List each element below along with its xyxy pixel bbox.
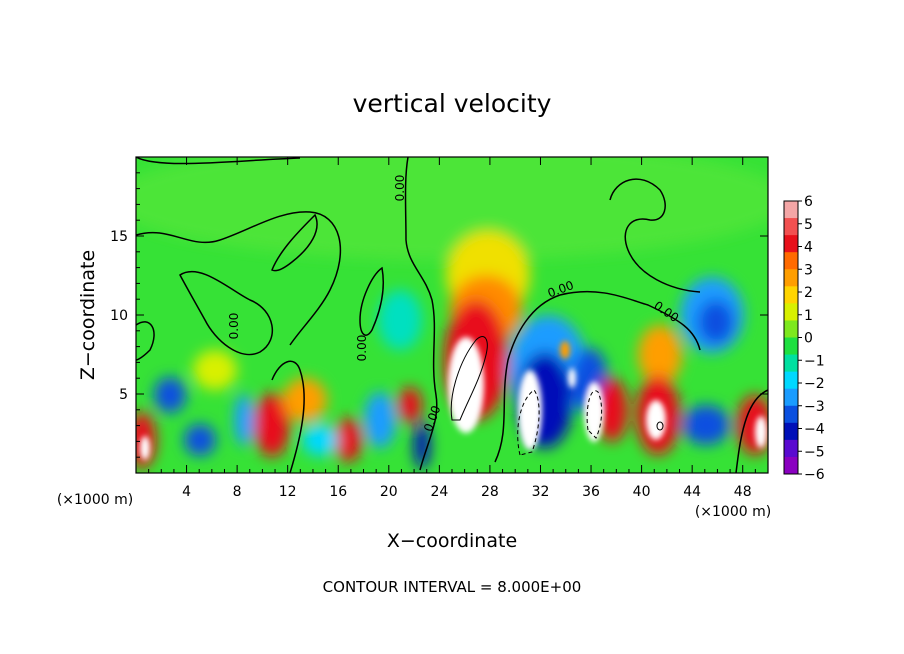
contour-label: 0.00 [355,335,369,362]
updraft-13 [283,378,327,422]
x-unit-right: (×1000 m) [695,504,771,520]
x-tick-label: 16 [329,484,347,500]
field-upper-tint [136,157,768,260]
colorbar-label: 1 [804,308,813,324]
contour-small-40 [656,421,664,431]
contour-zero-upper-left [136,211,342,346]
contour-zero-center-left [404,157,438,471]
updraft-36-white [584,382,604,442]
contour-zero-center-right [494,290,701,463]
x-tick-label: 44 [683,484,701,500]
contour-zero-top-left [136,157,301,165]
x-tick-label: 36 [582,484,600,500]
colorbar-label: 0 [804,331,813,347]
colorbar-swatch [784,405,798,424]
colorbar-swatch [784,337,798,356]
updraft-16 [334,418,362,462]
contour-zero-small-closed [271,213,318,272]
chart-title: vertical velocity [353,89,552,118]
contour-inner [450,336,664,456]
downdraft-18 [364,392,396,448]
colorbar-swatch [784,388,798,407]
colorbar-swatch [784,439,798,458]
downdraft-9 [234,394,254,446]
x-axis-label: X−coordinate [387,530,517,552]
colorbar-label: −2 [804,376,825,392]
x-tick-label: 4 [182,484,191,500]
y-tick-label: 10 [110,308,128,324]
colorbar-label: 2 [804,285,813,301]
colorbar-swatch [784,354,798,373]
weak-up-6 [193,350,237,390]
colorbar-swatch [784,218,798,236]
contour-label: 0.00 [227,313,241,340]
colorbar-swatch [784,201,798,219]
updraft-49-white [755,416,767,448]
y-axis-label: Z−coordinate [77,250,99,380]
colorbar-label: 3 [804,262,813,278]
y-tick-label: 15 [110,229,128,245]
y-tick-label: 5 [119,387,128,403]
colorbar-swatch [784,320,798,338]
updraft-core-white [448,337,484,433]
colorbar-label: −1 [804,353,825,369]
colorbar-label: 4 [804,240,813,256]
downdraft-44-low [682,405,730,445]
colorbar: 6 5 4 3 2 1 0 −1 −2 −3 −4 −5 −6 [783,194,825,483]
contour-zero-low-left [271,360,305,473]
contour-interval: CONTOUR INTERVAL = 8.000E+00 [323,578,582,596]
x-tick-label: 24 [430,484,448,500]
colorbar-swatch [784,422,798,441]
downdraft-45-core [698,300,734,344]
x-tick-label: 48 [734,484,752,500]
contour-zero-left-closed [179,270,274,356]
colorbar-swatch [784,371,798,390]
x-tick-label: 20 [380,484,398,500]
colorbar-swatch [784,252,798,270]
spot-34-white [568,368,576,388]
contour-zero-left-edge [136,321,155,361]
contour-label: 0.00 [393,175,407,202]
contour-downdraft-neg8 [517,389,540,456]
updraft-21 [398,387,422,423]
x-tick-label: 40 [633,484,651,500]
colorbar-swatch [784,235,798,253]
contour-zero-upper-right [609,178,701,293]
spot-33 [560,341,570,359]
y-axis: 5 10 15 [110,172,768,458]
contour-zero-mid-closed [359,266,385,336]
updraft-36 [596,378,628,442]
x-tick-label: 8 [233,484,242,500]
updraft-0-white [140,436,150,460]
x-unit-left: (×1000 m) [57,492,133,508]
downdraft-3 [154,377,186,413]
updraft-40-white [646,400,666,440]
heatmap-field [136,157,768,473]
updraft-40-top [638,325,682,385]
contour-updraft-36 [586,390,603,439]
colorbar-swatch [784,269,798,287]
downdraft-core-white [518,370,542,450]
colorbar-label: −4 [804,422,825,438]
colorbar-label: 6 [804,194,813,210]
colorbar-label: −5 [804,444,825,460]
colorbar-label: 5 [804,217,813,233]
field-cores [140,337,767,460]
x-tick-label: 12 [279,484,297,500]
contour-updraft-8 [450,336,488,421]
x-axis: 4 8 12 16 20 24 28 32 36 40 44 48 [148,157,756,500]
colorbar-swatch [784,303,798,321]
downdraft-5 [184,424,216,456]
colorbar-label: −6 [804,467,825,483]
downdraft-14 [302,424,338,456]
downdraft-21-upper [378,290,422,350]
colorbar-swatch [784,286,798,304]
colorbar-label: −3 [804,399,825,415]
x-tick-label: 32 [532,484,550,500]
x-tick-label: 28 [481,484,499,500]
colorbar-swatch [784,456,798,475]
downdraft-23 [414,421,430,469]
updraft-11 [254,393,290,457]
